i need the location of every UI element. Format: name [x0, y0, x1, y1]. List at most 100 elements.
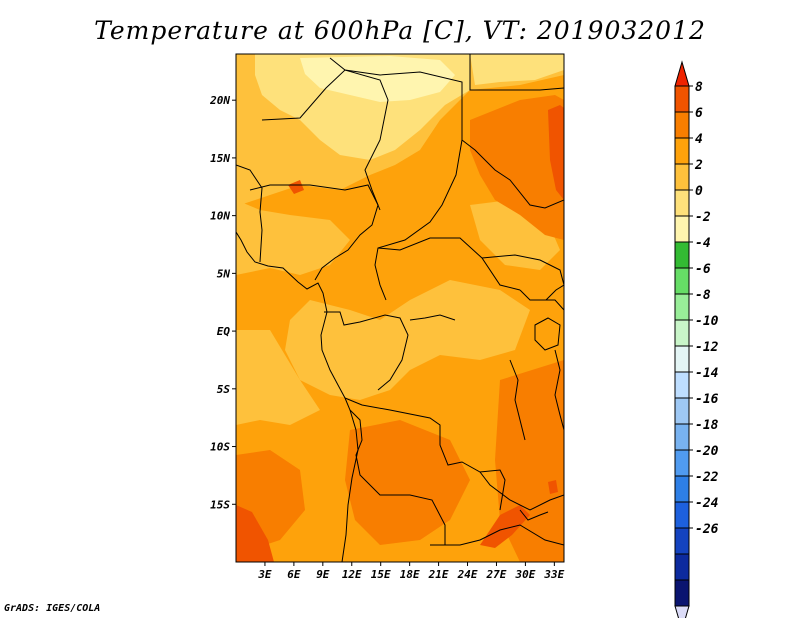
colorbar-label: 8 [695, 80, 703, 95]
longitude-axis: 3E 6E 9E 12E 15E 18E 21E 24E 27E 30E 33E [257, 562, 565, 581]
colorbar-swatch [674, 137, 690, 165]
colorbar-swatch [674, 189, 690, 217]
lat-tick-label: EQ [217, 325, 231, 338]
border-sahel [261, 69, 389, 211]
colorbar-swatch [674, 163, 690, 191]
colorbar-swatch [674, 293, 690, 321]
lon-tick-label: 3E [257, 568, 272, 581]
border-north-1 [329, 57, 463, 108]
lat-tick-label: 10S [210, 441, 230, 454]
field-light-orange-southwest [236, 330, 320, 425]
field-light-orange-center [285, 280, 530, 400]
colorbar-label: -6 [695, 262, 711, 277]
border-south-east [479, 471, 564, 511]
colorbar-swatch [674, 501, 690, 529]
colorbar-label: -24 [695, 496, 719, 511]
colorbar-label: -4 [695, 236, 711, 251]
lon-tick-label: 33E [543, 568, 564, 581]
field-red-orange-spot-1 [288, 180, 304, 194]
lon-tick-label: 24E [457, 568, 478, 581]
colorbar-swatch [674, 241, 690, 269]
coastline-east-lakes [554, 349, 564, 431]
colorbar-label: -26 [695, 522, 719, 537]
border-angola [349, 409, 446, 545]
border-sudan-south [481, 254, 564, 286]
temperature-field [236, 54, 564, 562]
colorbar-label: -22 [695, 470, 719, 485]
colorbar-top-arrow [674, 60, 690, 87]
colorbar-label: 6 [695, 106, 703, 121]
field-red-orange-spot-2 [548, 480, 558, 494]
lat-tick-label: 5N [217, 267, 231, 280]
border-drc [344, 397, 506, 511]
colorbar-swatch [674, 345, 690, 373]
field-red-orange-east [548, 105, 564, 200]
lon-tick-label: 21E [428, 568, 449, 581]
border-gabon-congo [324, 311, 409, 391]
river-congo [409, 314, 456, 321]
credit-label: GrADS: IGES/COLA [4, 603, 101, 614]
lon-tick-label: 12E [342, 568, 362, 581]
border-nigeria [249, 184, 379, 281]
colorbar-swatch [674, 371, 690, 399]
map-frame [235, 53, 565, 563]
colorbar-label: -14 [695, 366, 719, 381]
field-red-orange-southwest [236, 505, 274, 562]
colorbar-swatch [674, 111, 690, 139]
colorbar-swatch [674, 423, 690, 451]
border-west-1 [236, 164, 263, 263]
field-red-orange-south [480, 505, 530, 548]
colorbar-label: -8 [695, 288, 711, 303]
colorbar-swatch [674, 215, 690, 243]
colorbar-label: -2 [695, 210, 711, 225]
colorbar-label: 4 [695, 132, 703, 147]
lon-tick-label: 18E [400, 568, 420, 581]
lat-tick-label: 15N [210, 152, 230, 165]
colorbar-label: -10 [695, 314, 719, 329]
lon-tick-label: 6E [287, 568, 301, 581]
colorbar-label: -12 [695, 340, 719, 355]
colorbar: 8 6 4 2 0 -2 -4 -6 -8 -10 -12 -14 -16 -18 -20 -22 -24 -26 [674, 60, 719, 618]
colorbar-swatch [674, 527, 690, 555]
colorbar-swatch [674, 397, 690, 425]
latitude-axis: 20N 15N 10N 5N EQ 5S 10S 15S [209, 94, 236, 511]
border-chad-sudan [374, 108, 463, 301]
colorbar-swatch [674, 579, 690, 607]
colorbar-swatch [674, 267, 690, 295]
border-kenya [545, 284, 564, 301]
lat-tick-label: 15S [210, 498, 230, 511]
coastlines-and-borders [236, 54, 564, 562]
colorbar-swatch [674, 475, 690, 503]
field-light-orange-west [236, 200, 350, 275]
colorbar-label: 0 [695, 184, 703, 199]
border-east [461, 139, 564, 209]
map-title: Temperature at 600hPa [C], VT: 201903201… [94, 16, 706, 45]
colorbar-label: -18 [695, 418, 719, 433]
lat-tick-label: 20N [209, 94, 230, 107]
colorbar-bottom-arrow [674, 605, 690, 618]
colorbar-swatch [674, 85, 690, 113]
border-uganda [519, 289, 564, 311]
colorbar-swatch [674, 449, 690, 477]
lon-tick-label: 15E [371, 568, 391, 581]
field-dark-orange-northeast [470, 95, 564, 240]
lon-tick-label: 30E [514, 568, 535, 581]
colorbar-swatch [674, 553, 690, 581]
lake-tanganyika [509, 359, 526, 441]
lat-tick-label: 5S [217, 383, 231, 396]
border-libya-egypt [469, 54, 564, 91]
lake-malawi [519, 509, 549, 521]
colorbar-label: -20 [695, 444, 719, 459]
lon-tick-label: 9E [316, 568, 330, 581]
border-south [430, 524, 564, 546]
border-central-africa [377, 237, 521, 291]
colorbar-label: 2 [694, 158, 703, 173]
field-pale-yellow-east [470, 54, 564, 85]
lake-victoria [534, 317, 561, 351]
colorbar-label: -16 [695, 392, 719, 407]
lon-tick-label: 27E [486, 568, 507, 581]
coastline-west [236, 231, 359, 562]
lat-tick-label: 10N [210, 210, 230, 223]
colorbar-swatch [674, 319, 690, 347]
